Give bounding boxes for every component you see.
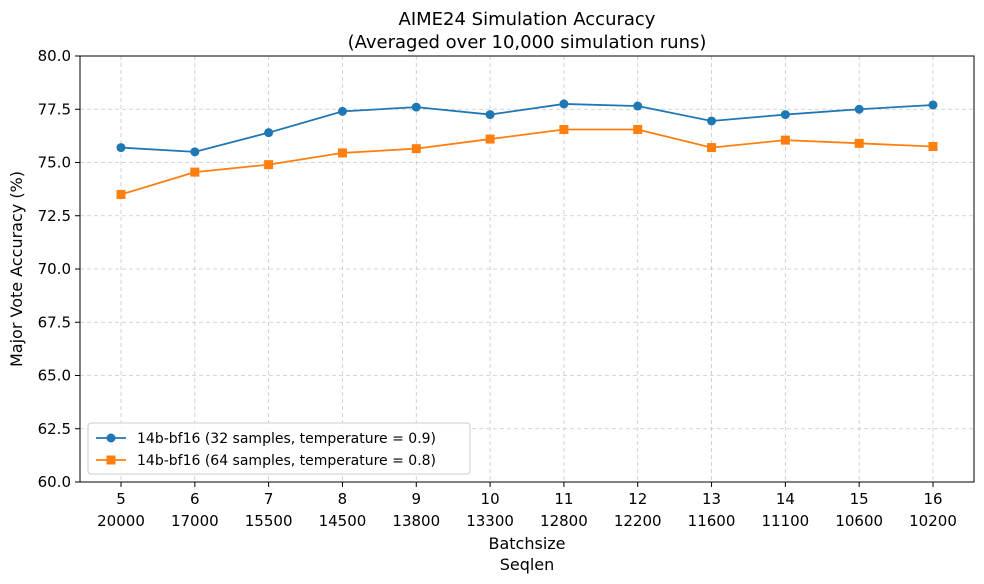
x-tick-label-seqlen: 10200 <box>909 512 957 530</box>
data-point-square <box>337 148 347 158</box>
x-tick-label-batchsize: 11 <box>554 490 573 508</box>
legend: 14b-bf16 (32 samples, temperature = 0.9)… <box>87 422 471 475</box>
data-point-square <box>633 124 643 134</box>
legend-entry-series-2: 14b-bf16 (64 samples, temperature = 0.8) <box>96 453 436 469</box>
y-tick-label: 77.5 <box>38 100 71 118</box>
series-layer <box>116 99 938 199</box>
data-point-circle <box>780 110 790 120</box>
legend-entry-series-1: 14b-bf16 (32 samples, temperature = 0.9) <box>96 431 436 447</box>
data-point-circle <box>707 116 717 126</box>
data-point-square <box>411 144 421 154</box>
x-tick-label-batchsize: 16 <box>923 490 942 508</box>
x-tick-label-batchsize: 6 <box>190 490 200 508</box>
x-tick-label-batchsize: 13 <box>702 490 721 508</box>
x-tick-label-batchsize: 8 <box>338 490 348 508</box>
x-axis: 5200006170007155008145009138001013300111… <box>97 482 957 530</box>
data-point-square <box>190 167 200 177</box>
legend-box <box>87 422 471 475</box>
y-axis: 60.0 62.5 65.0 67.5 70.0 72.5 75.0 77.5 80.0 <box>38 47 80 491</box>
data-point-square <box>485 134 495 144</box>
x-tick-label-seqlen: 13300 <box>466 512 514 530</box>
x-axis-title-seqlen: Seqlen <box>500 555 555 574</box>
x-tick-label-batchsize: 7 <box>264 490 274 508</box>
x-tick-label-seqlen: 12200 <box>614 512 662 530</box>
legend-label-series-1: 14b-bf16 (32 samples, temperature = 0.9) <box>137 431 436 447</box>
data-point-square <box>707 143 717 153</box>
data-point-circle <box>264 128 274 138</box>
y-tick-label: 67.5 <box>38 313 71 331</box>
x-tick-label-batchsize: 10 <box>481 490 500 508</box>
x-tick-label-seqlen: 11100 <box>762 512 810 530</box>
x-tick-label-seqlen: 14500 <box>319 512 367 530</box>
data-point-square <box>559 124 569 134</box>
data-point-circle <box>633 101 643 111</box>
y-tick-label: 65.0 <box>38 367 71 385</box>
y-tick-label: 70.0 <box>38 260 71 278</box>
series-1 <box>116 99 938 157</box>
series-2 <box>116 124 938 199</box>
chart-title: AIME24 Simulation Accuracy <box>399 9 656 30</box>
x-tick-label-seqlen: 17000 <box>171 512 219 530</box>
legend-marker-square <box>106 455 116 465</box>
x-tick-label-batchsize: 12 <box>628 490 647 508</box>
x-tick-label-seqlen: 20000 <box>97 512 145 530</box>
series-line-1 <box>120 103 934 153</box>
x-tick-label-seqlen: 11600 <box>688 512 736 530</box>
data-point-circle <box>854 104 864 114</box>
data-point-circle <box>485 110 495 120</box>
x-tick-label-seqlen: 10600 <box>835 512 883 530</box>
data-point-square <box>928 142 938 152</box>
data-point-circle <box>411 102 421 112</box>
y-tick-label: 72.5 <box>38 207 71 225</box>
x-tick-label-batchsize: 14 <box>776 490 795 508</box>
data-point-square <box>854 138 864 148</box>
data-point-circle <box>559 99 569 109</box>
legend-marker-circle <box>106 433 116 443</box>
x-tick-label-batchsize: 5 <box>116 490 126 508</box>
chart-subtitle: (Averaged over 10,000 simulation runs) <box>348 32 707 53</box>
y-tick-label: 75.0 <box>38 154 71 172</box>
data-point-square <box>264 160 274 170</box>
data-point-square <box>780 135 790 145</box>
y-tick-label: 62.5 <box>38 420 71 438</box>
data-point-circle <box>190 147 200 157</box>
data-point-circle <box>928 100 938 110</box>
data-point-square <box>116 189 126 199</box>
x-tick-label-batchsize: 9 <box>411 490 421 508</box>
legend-label-series-2: 14b-bf16 (64 samples, temperature = 0.8) <box>137 453 436 469</box>
x-tick-label-batchsize: 15 <box>850 490 869 508</box>
grid-lines <box>80 55 974 483</box>
x-axis-title-batchsize: Batchsize <box>488 534 565 553</box>
x-tick-label-seqlen: 13800 <box>392 512 440 530</box>
series-line-2 <box>120 128 934 196</box>
y-tick-label: 60.0 <box>38 473 71 491</box>
x-tick-label-seqlen: 12800 <box>540 512 588 530</box>
x-tick-label-seqlen: 15500 <box>245 512 293 530</box>
y-axis-title: Major Vote Accuracy (%) <box>7 171 26 367</box>
data-point-circle <box>337 106 347 116</box>
y-tick-label: 80.0 <box>38 47 71 65</box>
data-point-circle <box>116 143 126 153</box>
